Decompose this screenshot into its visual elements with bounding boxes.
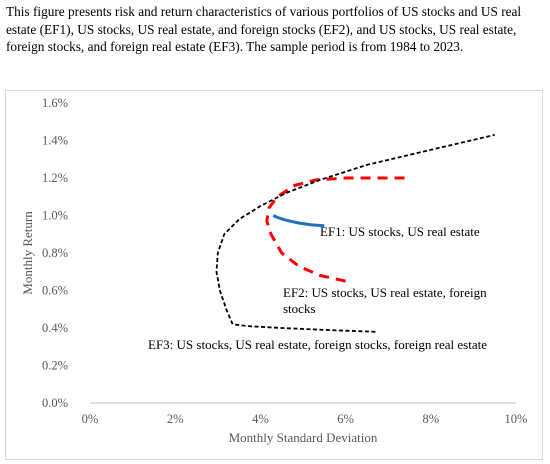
y-tick-label: 0.0%: [42, 396, 68, 410]
x-tick-label: 2%: [167, 412, 184, 426]
ef2-label-line1: EF2: US stocks, US real estate, foreign: [283, 285, 487, 300]
x-tick-label: 8%: [422, 412, 439, 426]
figure-caption: This figure presents risk and return cha…: [6, 4, 522, 54]
series-layer: [215, 134, 495, 333]
y-axis-title: Monthly Return: [20, 211, 35, 295]
ef2-label-line2: stocks: [283, 301, 316, 316]
chart-frame: [5, 90, 543, 460]
y-tick-label: 1.0%: [42, 209, 68, 223]
x-tick-label: 10%: [505, 412, 528, 426]
y-tick-label: 0.2%: [42, 359, 68, 373]
ef3-label: EF3: US stocks, US real estate, foreign …: [148, 337, 487, 352]
y-tick-label: 0.4%: [42, 321, 68, 335]
y-tick-label: 1.4%: [42, 134, 68, 148]
annotation-layer: EF1: US stocks, US real estate EF2: US s…: [148, 224, 487, 352]
x-axis-title: Monthly Standard Deviation: [229, 430, 378, 445]
ef3-curve: [215, 134, 495, 333]
y-tick-label: 0.6%: [42, 284, 68, 298]
y-tick-label: 1.6%: [42, 96, 68, 110]
x-tick-label: 4%: [252, 412, 269, 426]
x-tick-label: 6%: [337, 412, 354, 426]
ef1-curve: [272, 214, 325, 228]
ef1-label: EF1: US stocks, US real estate: [320, 224, 480, 239]
y-tick-label: 0.8%: [42, 246, 68, 260]
x-tick-label: 0%: [82, 412, 99, 426]
y-tick-labels: 0.0% 0.2% 0.4% 0.6% 0.8% 1.0% 1.2% 1.4% 1.6%: [42, 96, 68, 410]
x-tick-labels: 0% 2% 4% 6% 8% 10%: [82, 412, 528, 426]
y-tick-label: 1.2%: [42, 171, 68, 185]
